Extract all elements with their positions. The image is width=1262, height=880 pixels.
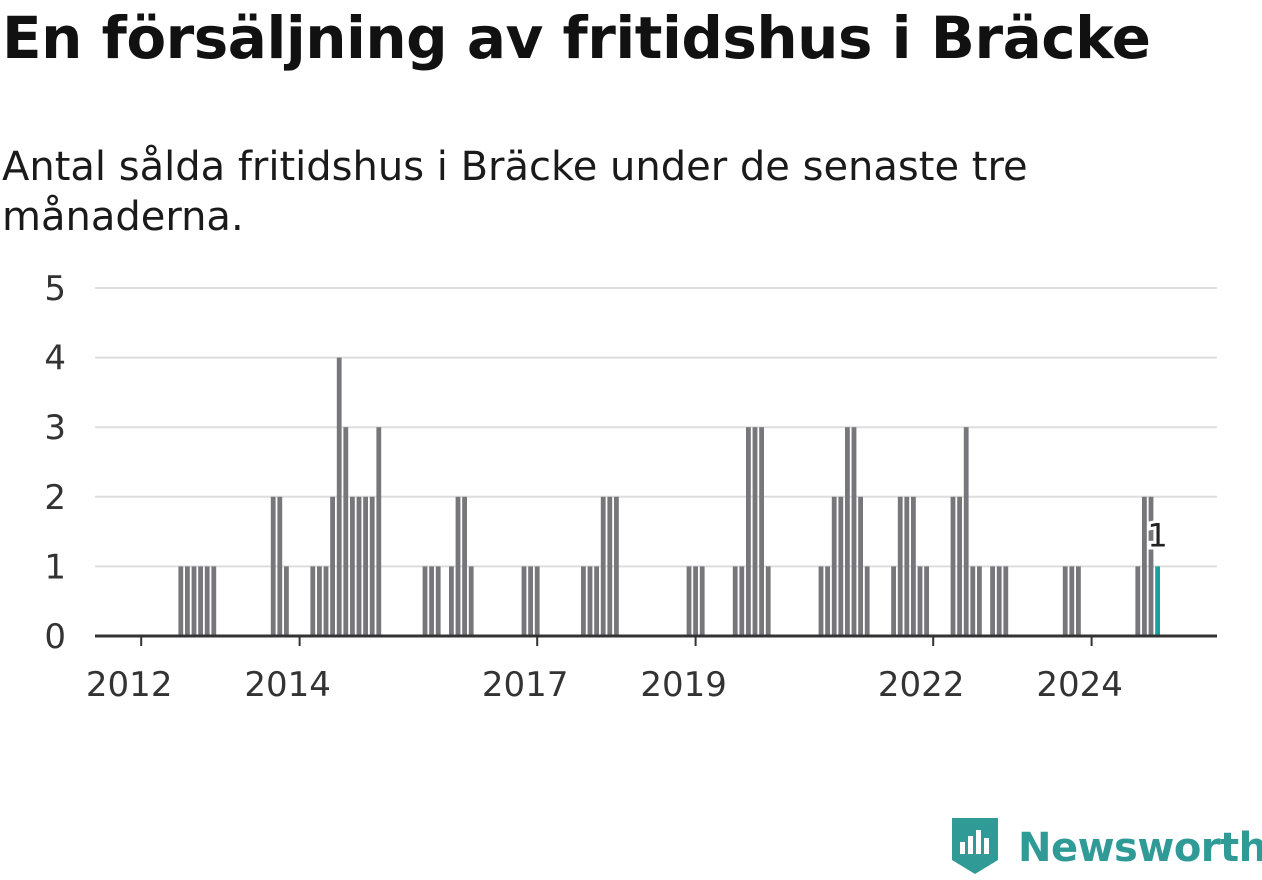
bar (963, 427, 969, 636)
bar (686, 566, 692, 636)
bar (435, 566, 441, 636)
bar (911, 496, 916, 636)
bar (1148, 496, 1154, 636)
bar (1076, 566, 1081, 636)
bar (323, 566, 329, 636)
data-labels: 1 (1144, 513, 1170, 557)
bar (204, 566, 210, 636)
bar (178, 566, 184, 636)
bar (343, 427, 349, 636)
bar (977, 566, 982, 636)
bar (746, 427, 751, 636)
bar (277, 496, 283, 636)
bar (904, 496, 910, 636)
bar (350, 496, 355, 636)
bar (594, 566, 599, 636)
x-tick-label: 2022 (878, 665, 965, 705)
bar (831, 496, 837, 636)
x-tick-label: 2012 (86, 665, 173, 705)
bar (864, 566, 870, 636)
bar (1069, 566, 1075, 636)
bar (996, 566, 1002, 636)
bar (356, 496, 362, 636)
bar (185, 566, 190, 636)
bar (198, 566, 203, 636)
gridlines (95, 287, 1217, 568)
bar (891, 566, 896, 636)
bar (759, 427, 764, 636)
bar (330, 496, 335, 636)
bar (818, 566, 824, 636)
brand-name: Newsworthy (1018, 825, 1262, 871)
bar (317, 566, 322, 636)
bar (1135, 566, 1141, 636)
newsworthy-brand: Newsworthy (950, 818, 1262, 878)
bar (990, 566, 995, 636)
bar (838, 496, 844, 636)
bar (369, 496, 375, 636)
bar (310, 566, 316, 636)
y-axis-ticks: 0 1 2 3 4 5 (44, 269, 66, 657)
bar (462, 496, 467, 636)
data-label: 1 (1147, 516, 1167, 554)
bar (693, 566, 698, 636)
bar (607, 496, 613, 636)
bar (1003, 566, 1009, 636)
x-tick-label: 2017 (482, 665, 569, 705)
bar (600, 496, 606, 636)
newsworthy-logo-icon (950, 816, 1000, 880)
bar (1142, 496, 1147, 636)
bar (851, 427, 857, 636)
x-tick-label: 2019 (640, 665, 727, 705)
bar (587, 566, 593, 636)
bar (614, 496, 619, 636)
bar (528, 566, 533, 636)
bar (917, 566, 923, 636)
bar (845, 427, 850, 636)
bar (455, 496, 461, 636)
y-tick-label: 2 (44, 478, 66, 518)
bar (284, 566, 289, 636)
bar (449, 566, 454, 636)
y-tick-label: 5 (44, 269, 66, 309)
x-tick-label: 2024 (1036, 665, 1123, 705)
highlight-bar (1155, 566, 1160, 636)
bar (211, 566, 217, 636)
bar (336, 357, 342, 636)
bar (765, 566, 771, 636)
chart-subtitle: Antal sålda fritidshus i Bräcke under de… (2, 144, 1028, 240)
bar (897, 496, 903, 636)
bar (957, 496, 962, 636)
bar (858, 496, 863, 636)
bar (752, 427, 758, 636)
bar (1062, 566, 1068, 636)
bar (581, 566, 586, 636)
bar (521, 566, 527, 636)
x-axis-ticks: 2012 2014 2017 2019 2022 2024 (86, 636, 1123, 705)
bar (699, 566, 705, 636)
bar (191, 566, 197, 636)
chart-title: En försäljning av fritidshus i Bräcke (2, 4, 1151, 72)
bar (924, 566, 929, 636)
bars (178, 357, 1160, 636)
x-tick-label: 2014 (244, 665, 331, 705)
y-tick-label: 0 (44, 617, 66, 657)
bar (950, 496, 956, 636)
bar (825, 566, 830, 636)
bar (270, 496, 276, 636)
bar (534, 566, 540, 636)
bar (468, 566, 474, 636)
y-tick-label: 1 (44, 547, 66, 587)
bar (970, 566, 976, 636)
bar (376, 427, 382, 636)
y-tick-label: 3 (44, 408, 66, 448)
y-tick-label: 4 (44, 339, 66, 379)
bar (732, 566, 738, 636)
bar (429, 566, 434, 636)
bar (739, 566, 745, 636)
bar (422, 566, 428, 636)
bar (363, 496, 368, 636)
